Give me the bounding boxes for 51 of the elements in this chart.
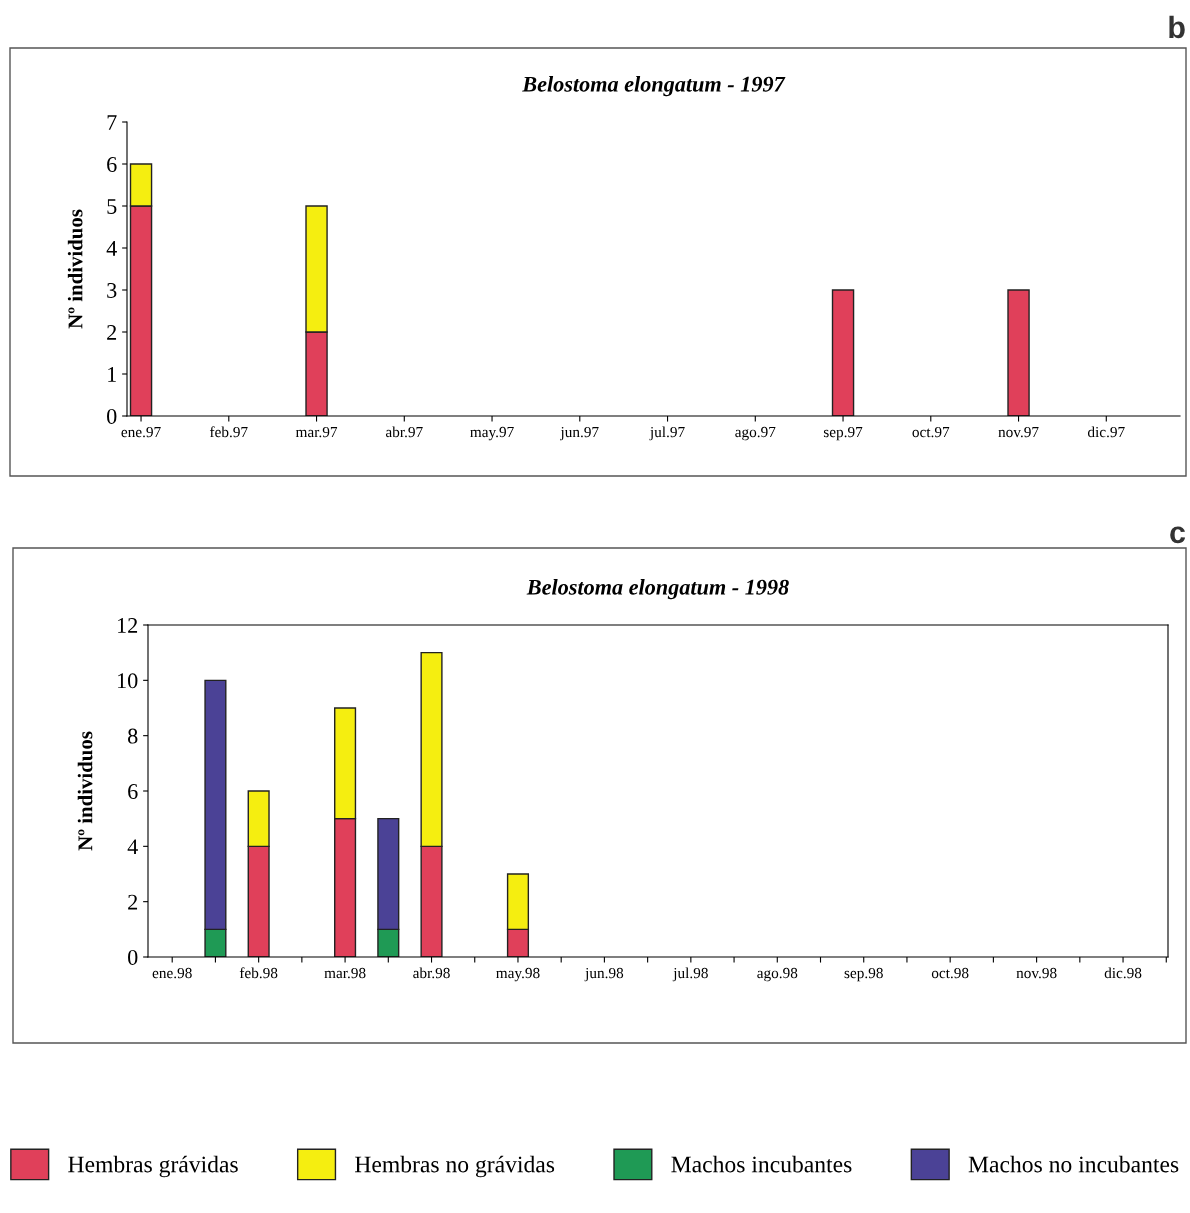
x-tick-label: abr.97 <box>385 426 423 438</box>
bar <box>1007 289 1030 416</box>
y-axis-title: Nº individuos <box>67 209 83 329</box>
bar <box>831 289 855 416</box>
legend-label: Hembras no grávidas <box>355 1155 555 1178</box>
x-tick-label: ago.98 <box>757 967 798 982</box>
y-tick-label: 0 <box>107 408 117 424</box>
text: c <box>1170 526 1186 544</box>
x-tick-label: nov.97 <box>998 426 1039 438</box>
x-tick-label: feb.97 <box>209 426 248 438</box>
legend-label: Hembras grávidas <box>68 1155 238 1178</box>
x-tick-label: mar.97 <box>295 426 338 438</box>
x-tick-label: feb.98 <box>239 967 278 979</box>
x-tick-label: dic.98 <box>1104 967 1142 979</box>
x-tick-label: ene.97 <box>121 426 161 438</box>
x-tick-label: jul.97 <box>649 426 685 441</box>
x-tick-label: nov.98 <box>1016 967 1057 979</box>
x-tick-label: oct.98 <box>931 967 969 979</box>
y-tick-label: 8 <box>128 728 138 744</box>
legend-label: Machos incubantes <box>671 1155 852 1173</box>
y-tick-label: 4 <box>127 839 138 855</box>
x-tick-label: jul.98 <box>672 967 708 982</box>
text: b <box>1169 15 1185 39</box>
y-tick-label: 4 <box>106 241 117 256</box>
x-tick-label: may.97 <box>470 426 514 441</box>
y-tick-label: 10 <box>118 673 138 689</box>
y-tick-label: 1 <box>108 367 116 382</box>
y-tick-label: 7 <box>107 115 117 130</box>
y-tick-label: 0 <box>128 949 138 965</box>
y-tick-label: 6 <box>107 156 117 172</box>
y-tick-label: 2 <box>128 894 138 910</box>
chart-title: Belostoma elongatum - 1997 <box>522 76 786 97</box>
y-axis-title: Nº individuos <box>77 731 93 851</box>
y-tick-label: 5 <box>107 199 117 214</box>
x-tick-label: sep.98 <box>844 967 883 982</box>
x-tick-label: jun.97 <box>560 426 599 441</box>
y-tick-label: 2 <box>107 324 117 340</box>
chart-title: Belostoma elongatum - 1998 <box>526 579 789 600</box>
x-tick-label: dic.97 <box>1087 426 1125 438</box>
x-tick-label: sep.97 <box>823 426 863 441</box>
y-tick-label: 12 <box>118 617 138 633</box>
y-tick-label: 3 <box>107 282 117 298</box>
x-tick-label: jun.98 <box>584 967 624 982</box>
x-tick-label: may.98 <box>496 967 540 982</box>
x-tick-label: oct.97 <box>912 426 950 438</box>
x-tick-label: ene.98 <box>152 967 192 979</box>
x-tick-label: ago.97 <box>735 426 776 441</box>
legend-label: Machos no incubantes <box>968 1155 1179 1173</box>
x-tick-label: mar.98 <box>324 967 366 979</box>
x-tick-label: abr.98 <box>413 967 450 979</box>
y-tick-label: 6 <box>128 783 138 799</box>
